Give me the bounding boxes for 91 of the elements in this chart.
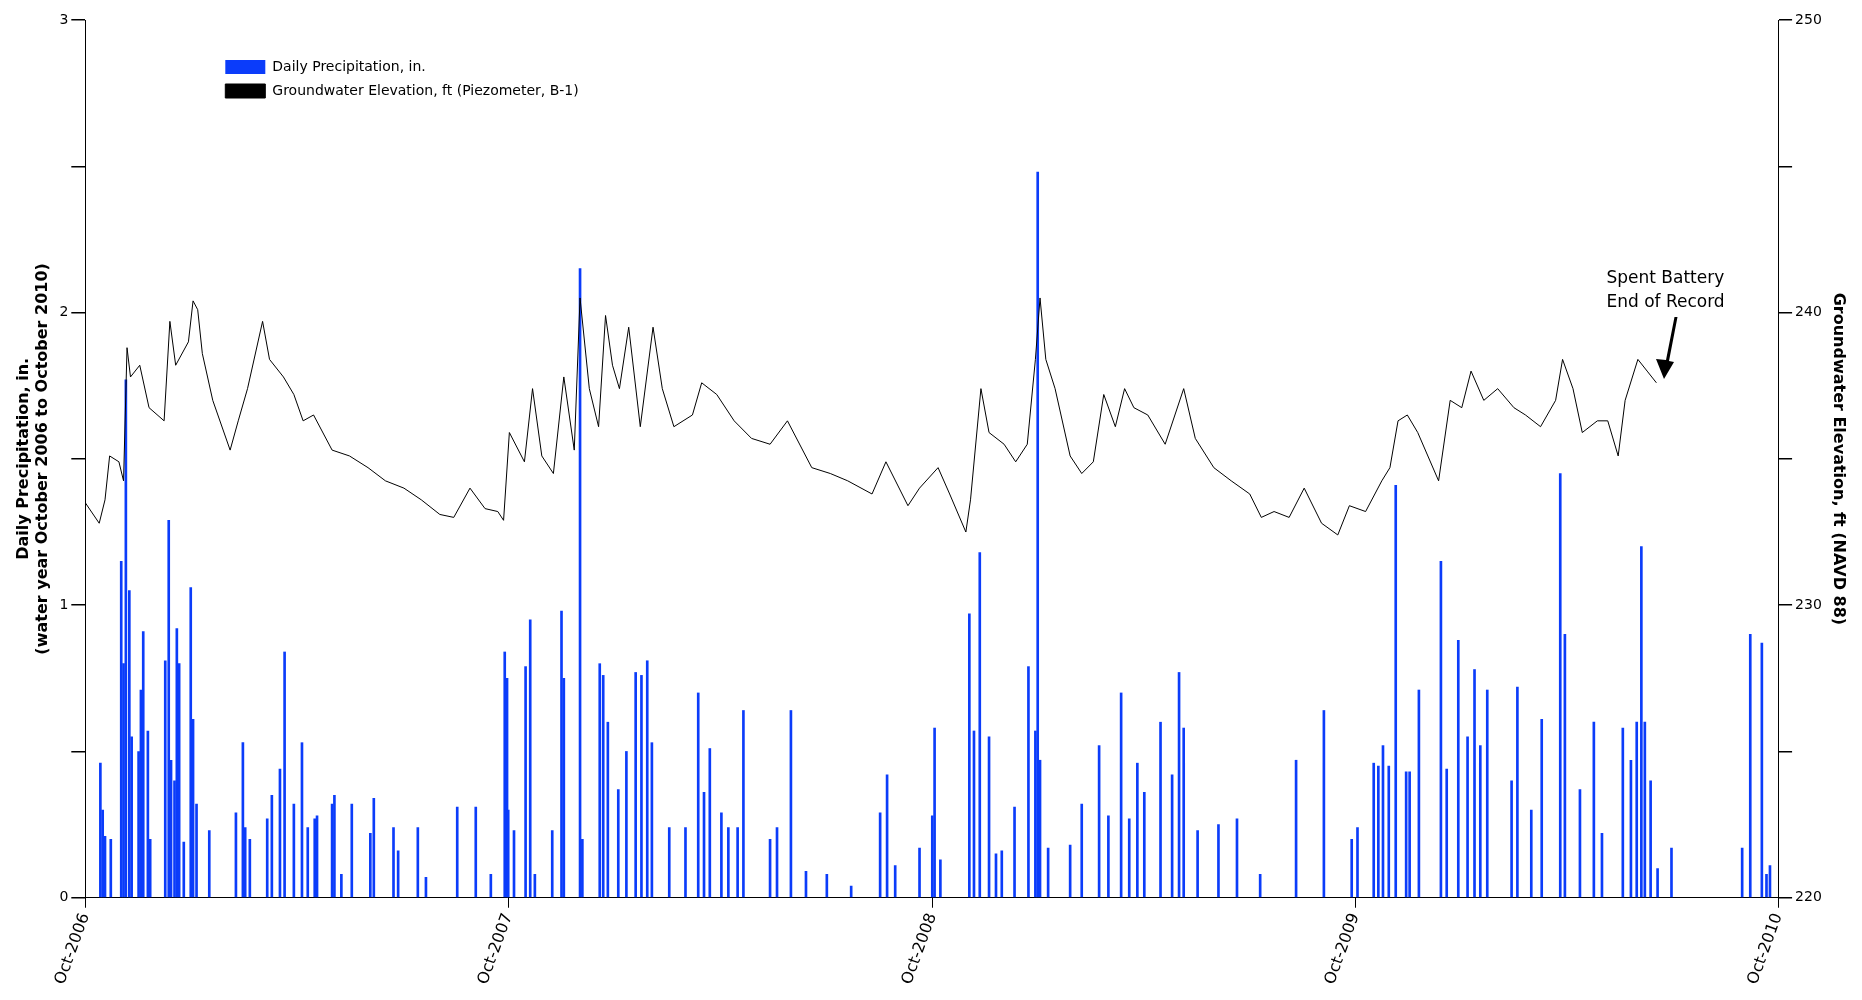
bar <box>550 830 554 898</box>
bar <box>598 663 602 898</box>
bar <box>141 631 145 898</box>
bar <box>372 797 376 898</box>
bar <box>1142 792 1146 898</box>
bar <box>1466 736 1469 898</box>
bar <box>1558 473 1562 898</box>
bar <box>742 710 745 898</box>
bar <box>1136 762 1139 898</box>
bar <box>1394 484 1398 898</box>
bar <box>978 552 982 898</box>
bar <box>340 874 343 898</box>
bar <box>708 748 712 898</box>
y2-tick-label: 220 <box>1795 888 1822 905</box>
bar <box>1408 771 1411 898</box>
bar <box>893 865 897 898</box>
bar <box>696 692 700 898</box>
bar <box>1000 850 1004 898</box>
bar <box>1621 727 1625 898</box>
bar <box>283 651 286 898</box>
bar <box>350 803 354 898</box>
bar <box>640 675 643 898</box>
bar <box>727 827 730 898</box>
bar <box>333 795 336 898</box>
bar <box>1640 546 1643 898</box>
bar <box>625 751 628 898</box>
bar <box>189 587 193 898</box>
y-tick-label: 1 <box>59 595 69 612</box>
bar <box>1036 171 1040 898</box>
bar <box>1107 815 1110 898</box>
bar <box>306 827 310 898</box>
bar <box>1635 721 1639 898</box>
y2-axis-title: Groundwater Elevation, ft (NAVD 88) <box>1830 292 1850 626</box>
bar <box>1748 634 1752 898</box>
bar <box>1649 780 1652 898</box>
y2-tick-label: 240 <box>1795 303 1822 320</box>
bar <box>182 841 186 898</box>
bar <box>1387 765 1391 898</box>
legend-label: Groundwater Elevation, ft (Piezometer, B-1) <box>272 81 579 98</box>
bar <box>109 838 113 898</box>
bar <box>1445 768 1449 898</box>
bar <box>1217 824 1220 898</box>
bar <box>1529 809 1533 898</box>
bar <box>1656 868 1659 898</box>
bar <box>1372 762 1376 898</box>
bar <box>524 666 527 898</box>
bar <box>167 519 171 898</box>
bar <box>1670 847 1673 898</box>
y-axis-title: Daily Precipitation, in. (water year October 2006 to October 2010) <box>12 263 51 655</box>
y2-tick-label: 250 <box>1795 10 1822 27</box>
bar <box>1350 838 1354 898</box>
bar <box>1196 830 1199 898</box>
bar <box>1080 803 1084 898</box>
bar <box>736 827 739 898</box>
y-tick-label: 2 <box>59 303 69 320</box>
bar <box>474 806 478 898</box>
bar <box>616 789 620 898</box>
bar <box>1159 721 1162 898</box>
bar <box>968 613 971 898</box>
bar <box>1027 666 1030 898</box>
bar <box>918 847 921 898</box>
bar <box>528 619 532 898</box>
y2-tick-label: 230 <box>1795 595 1822 612</box>
annotation: Spent Battery End of Record <box>1606 266 1725 311</box>
bar <box>265 818 269 898</box>
bar <box>1182 727 1186 898</box>
bar <box>645 660 649 898</box>
bar <box>1456 639 1460 898</box>
bar <box>1540 718 1544 898</box>
bar <box>1127 818 1131 898</box>
bar <box>1516 686 1519 898</box>
bar <box>207 830 211 898</box>
bar <box>1377 765 1380 898</box>
bar <box>1013 806 1016 898</box>
bar <box>720 812 723 898</box>
y-tick-label: 3 <box>59 10 69 27</box>
bar <box>634 672 637 898</box>
bar <box>392 827 395 898</box>
bar <box>1356 827 1359 898</box>
bar <box>503 651 507 898</box>
bar <box>939 859 942 898</box>
bar <box>1473 669 1476 898</box>
bar <box>1485 689 1489 898</box>
bar <box>455 806 459 898</box>
bar <box>1478 745 1482 898</box>
bar <box>684 827 687 898</box>
y-tick-label: 0 <box>59 888 69 905</box>
bar <box>667 827 671 898</box>
bar <box>933 727 936 898</box>
bar <box>1510 780 1513 898</box>
legend-label: Daily Precipitation, in. <box>272 57 426 74</box>
